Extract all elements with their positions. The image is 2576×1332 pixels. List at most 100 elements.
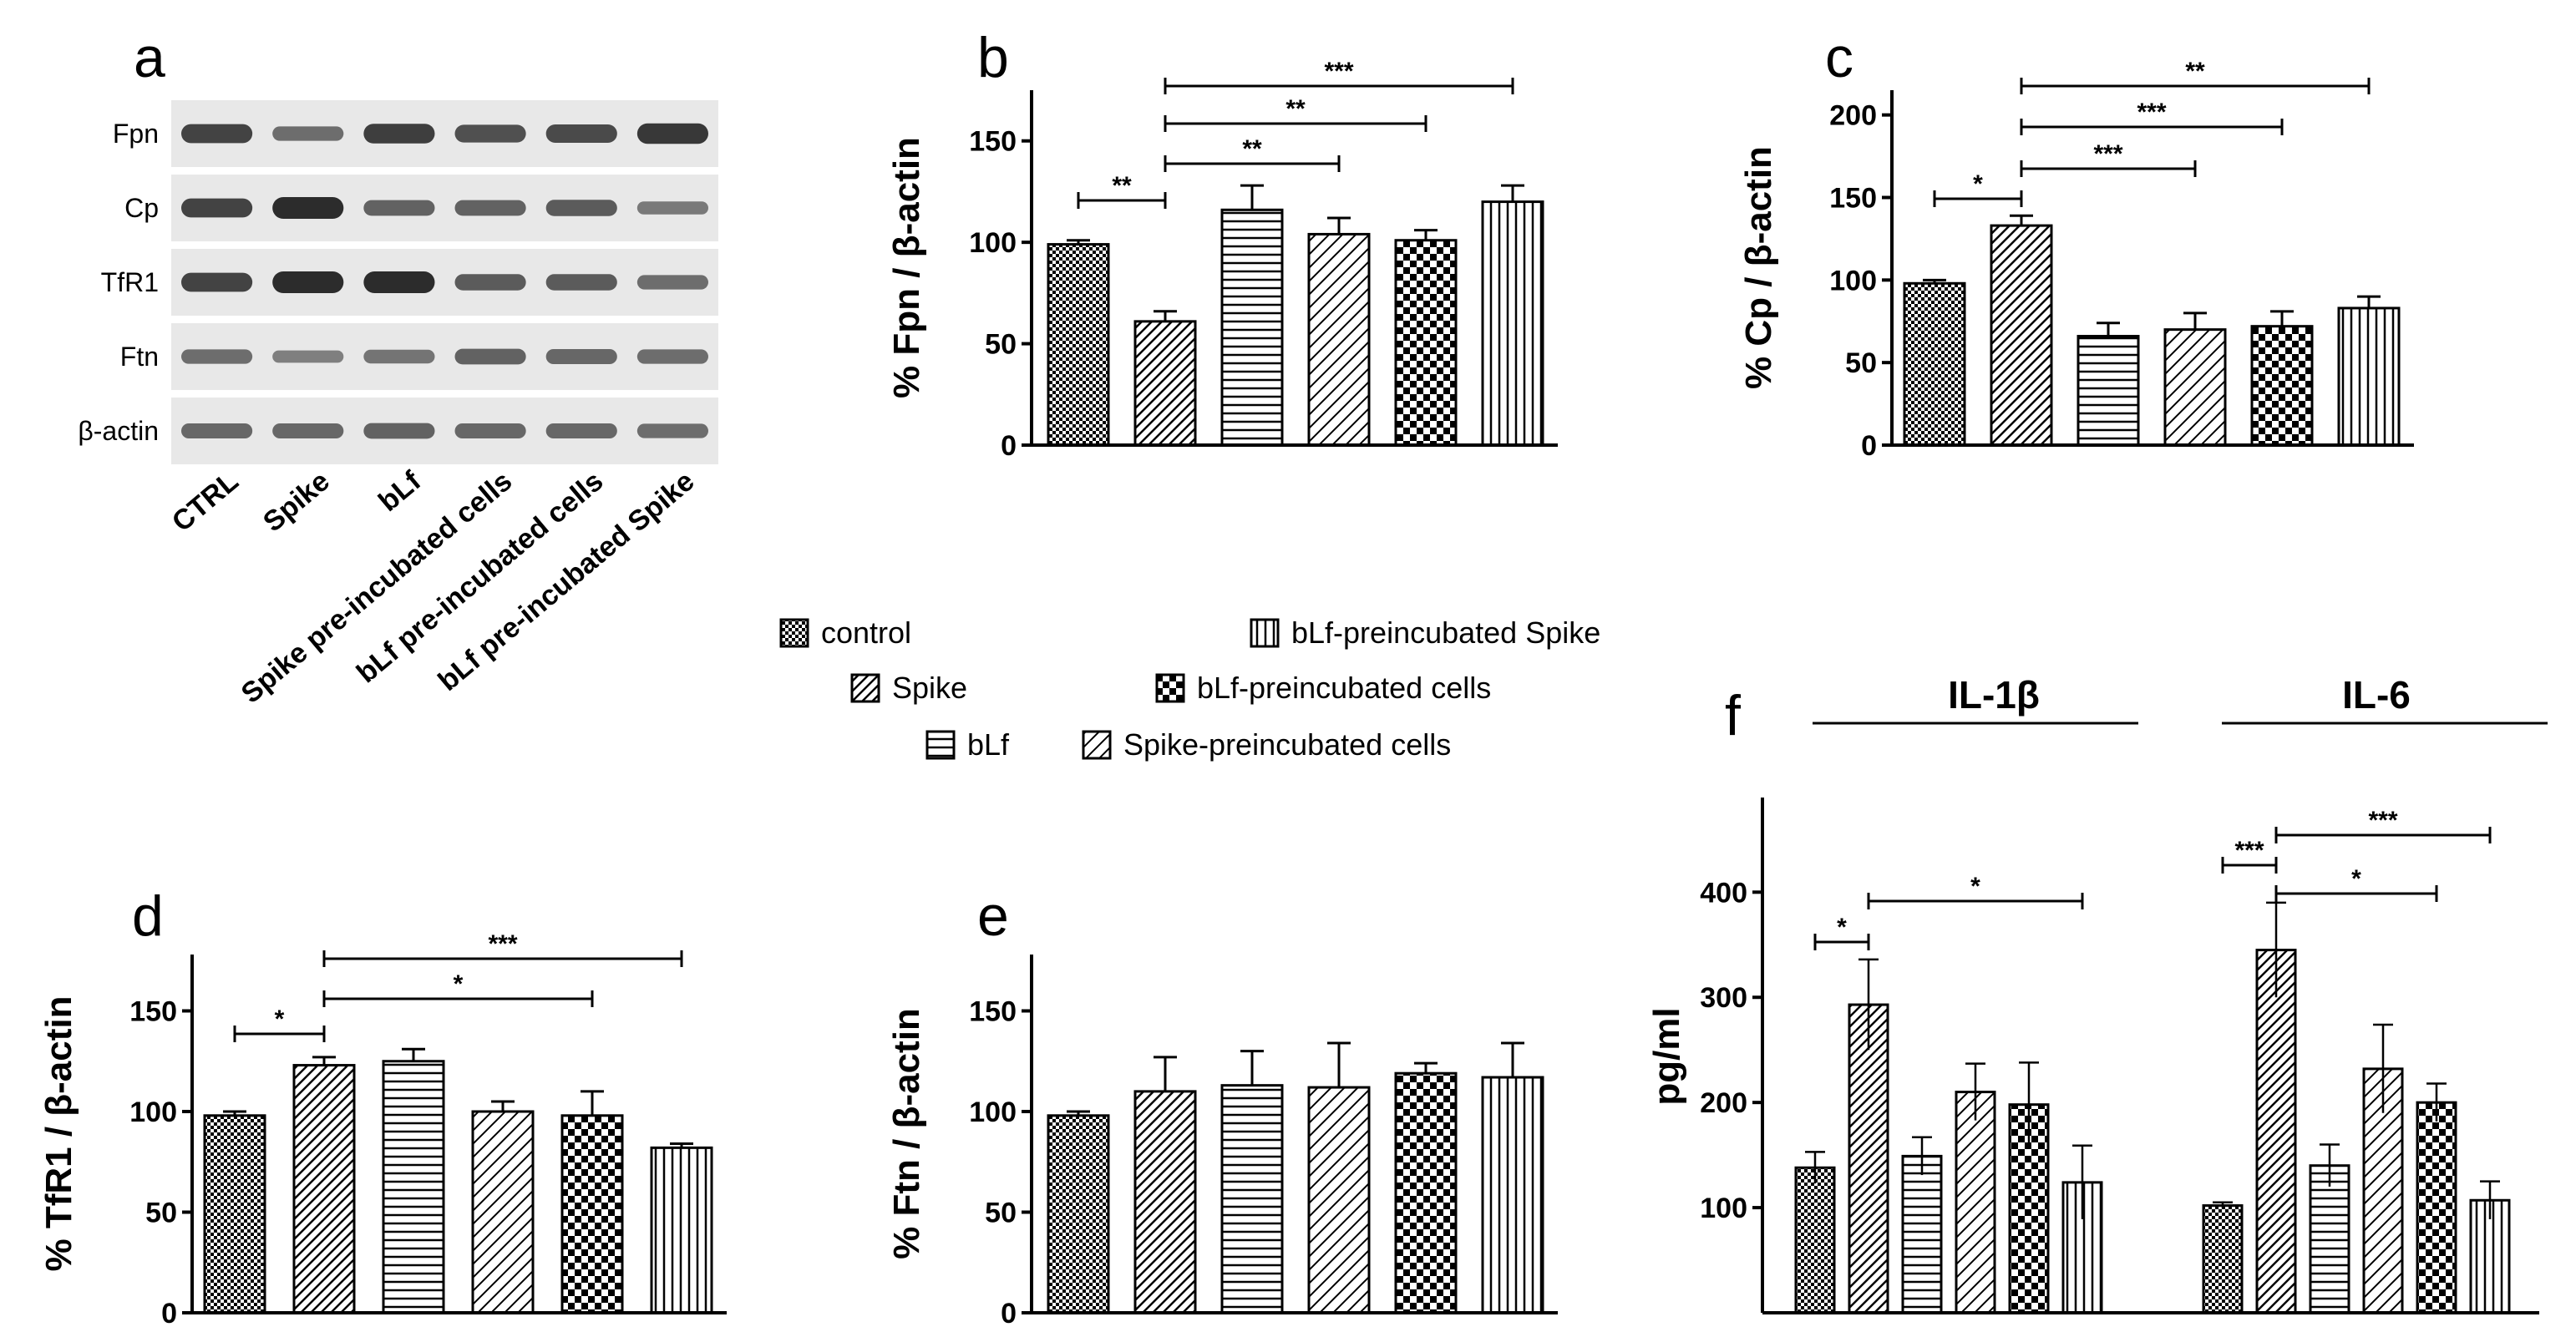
significance-label: ** <box>1112 172 1132 200</box>
y-tick-label: 300 <box>1700 982 1747 1014</box>
blot-band <box>181 349 253 364</box>
blot-band <box>636 275 708 290</box>
bar <box>2255 949 2297 1314</box>
bar <box>1047 243 1110 447</box>
y-tick-label: 50 <box>985 329 1017 361</box>
legend-swatch <box>1082 730 1112 760</box>
significance-label: * <box>1970 873 1980 900</box>
significance-label: * <box>1973 170 1983 198</box>
blot-band <box>272 350 344 363</box>
blot-protein-label: Fpn <box>113 119 159 149</box>
blot-band <box>363 423 435 439</box>
bar <box>1955 1091 1996 1314</box>
y-tick-label: 150 <box>129 995 177 1027</box>
blot-band <box>181 198 253 218</box>
bar <box>2077 335 2140 447</box>
y-tick-label: 0 <box>1001 1298 1017 1329</box>
legend-label: Spike-preincubated cells <box>1123 727 1451 762</box>
legend-swatch <box>1250 618 1280 648</box>
blot-band <box>454 423 526 438</box>
panel-label-a: a <box>134 26 165 89</box>
bar <box>1848 1003 1889 1314</box>
y-axis-title: % Cp / β-actin <box>1738 146 1779 389</box>
blot-protein-label: β-actin <box>78 416 159 446</box>
bar <box>2416 1101 2457 1314</box>
bar <box>560 1114 624 1314</box>
blot-band <box>454 124 526 143</box>
blot-row-bg <box>171 398 718 464</box>
blot-band <box>272 197 344 219</box>
blot-protein-label: TfR1 <box>101 267 159 297</box>
y-tick-label: 100 <box>969 227 1017 259</box>
significance-label: * <box>1837 914 1847 941</box>
bar <box>1394 239 1458 447</box>
blot-band <box>363 271 435 293</box>
legend-swatch <box>850 673 880 703</box>
bar <box>1481 1076 1544 1314</box>
bar <box>2163 328 2227 447</box>
bar <box>650 1146 713 1314</box>
bar <box>382 1060 445 1314</box>
blot-band <box>636 349 708 364</box>
y-axis-title: % TfR1 / β-actin <box>38 996 79 1272</box>
panel-label-b: b <box>977 26 1009 89</box>
blot-band <box>181 124 253 144</box>
y-tick-label: 200 <box>1829 100 1877 132</box>
bar <box>292 1064 356 1314</box>
y-axis-title: pg/ml <box>1646 1007 1687 1105</box>
y-tick-label: 0 <box>1861 430 1877 462</box>
y-tick-label: 50 <box>1845 347 1877 379</box>
y-tick-label: 100 <box>1829 265 1877 296</box>
blot-band <box>181 272 253 292</box>
blot-band <box>272 126 344 141</box>
significance-label: * <box>2351 865 2361 893</box>
y-tick-label: 100 <box>969 1096 1017 1128</box>
y-tick-label: 0 <box>1001 430 1017 462</box>
y-tick-label: 50 <box>985 1197 1017 1228</box>
y-axis-title: % Ftn / β-actin <box>886 1008 927 1259</box>
y-tick-label: 50 <box>145 1197 177 1228</box>
significance-label: *** <box>2093 140 2122 168</box>
bar <box>471 1110 535 1314</box>
blot-band <box>545 423 617 438</box>
y-tick-label: 400 <box>1700 877 1747 909</box>
blot-band <box>272 271 344 293</box>
legend-label: control <box>821 615 911 650</box>
y-tick-label: 100 <box>129 1096 177 1128</box>
legend-swatch <box>925 730 956 760</box>
bar <box>1990 224 2053 447</box>
blot-row-bg <box>171 323 718 390</box>
blot-band <box>363 349 435 364</box>
blot-lane-label: Spike <box>257 465 336 538</box>
blot-band <box>181 423 253 438</box>
bar <box>2202 1204 2244 1314</box>
legend-label: bLf-preincubated Spike <box>1291 615 1600 650</box>
blot-band <box>272 423 344 438</box>
legend-label: Spike <box>892 671 967 705</box>
legend-swatch <box>779 618 809 648</box>
blot-row-bg <box>171 249 718 316</box>
blot-band <box>454 200 526 216</box>
bar <box>1307 1086 1371 1314</box>
significance-label: *** <box>2137 99 2166 126</box>
bar <box>1133 1090 1197 1314</box>
blot-band <box>454 348 526 365</box>
blot-row-bg <box>171 175 718 241</box>
panel-label-c: c <box>1825 26 1853 89</box>
blot-lane-label: CTRL <box>166 465 245 538</box>
y-tick-label: 100 <box>1700 1193 1747 1224</box>
blot-band <box>636 423 708 438</box>
bar <box>1047 1114 1110 1314</box>
bar <box>2337 306 2401 447</box>
significance-label: * <box>454 970 464 998</box>
significance-label: * <box>275 1005 285 1033</box>
blot-band <box>363 124 435 144</box>
significance-label: ** <box>1285 95 1306 123</box>
group-title: IL-6 <box>2342 673 2411 717</box>
bar <box>1307 232 1371 447</box>
